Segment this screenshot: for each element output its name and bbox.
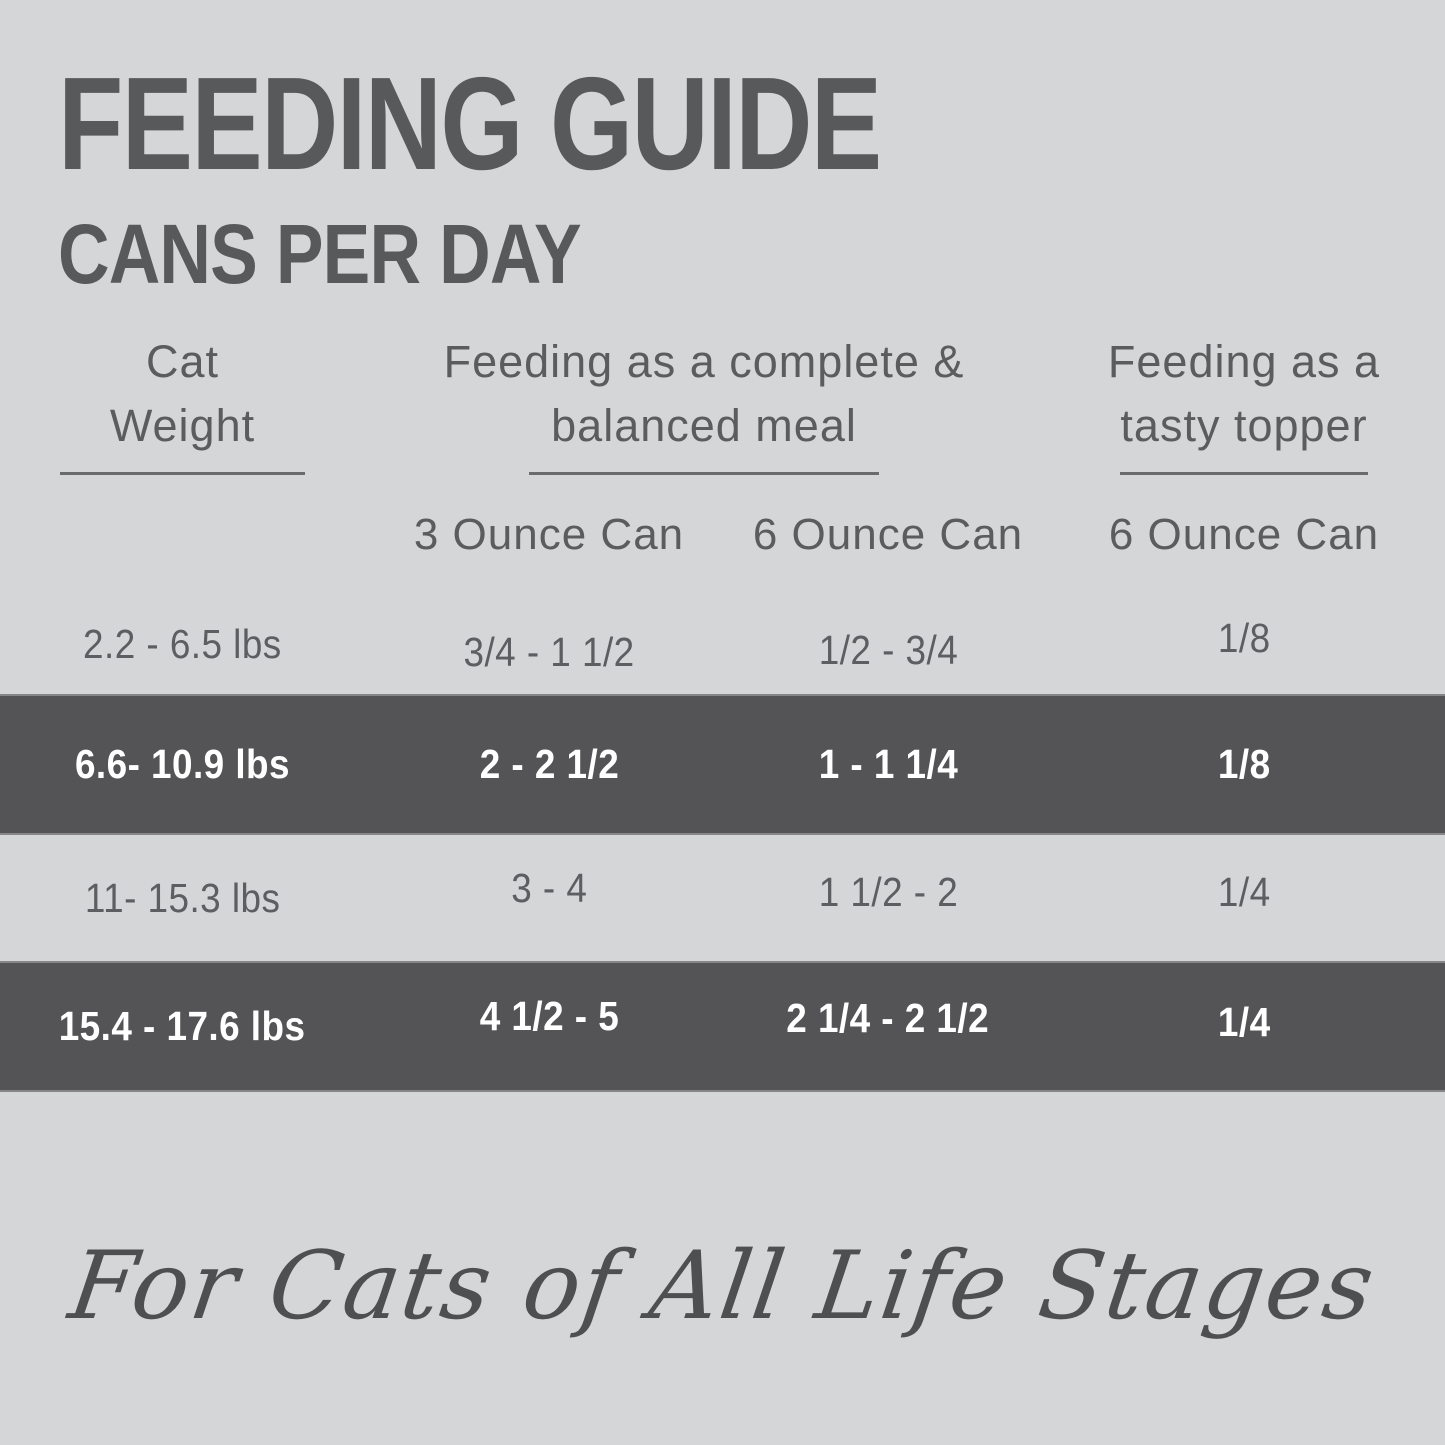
cell-6oz-can: 1 1/2 - 2 (733, 827, 1043, 957)
header-underline (60, 472, 305, 475)
cell-value: 2.2 - 6.5 lbs (83, 620, 282, 667)
cell-value: 2 - 2 1/2 (479, 741, 619, 787)
header-underline (1120, 472, 1368, 475)
header-line: tasty topper (1120, 400, 1368, 451)
table-row-highlighted: 6.6- 10.9 lbs 2 - 2 1/2 1 - 1 1/4 1/8 (0, 696, 1445, 833)
table-header-row: Cat Weight Feeding as a complete & balan… (0, 330, 1445, 475)
header-line: Weight (109, 400, 256, 451)
cell-value: 11- 15.3 lbs (84, 874, 281, 921)
table-row-highlighted: 15.4 - 17.6 lbs 4 1/2 - 5 2 1/4 - 2 1/2 … (0, 963, 1445, 1090)
page-title: FEEDING GUIDE (58, 50, 882, 197)
header-line: Feeding as a (1107, 336, 1381, 387)
cell-6oz-can: 2 1/4 - 2 1/2 (733, 955, 1043, 1082)
table-row: 11- 15.3 lbs 3 - 4 1 1/2 - 2 1/4 (0, 833, 1445, 963)
cell-3oz-can: 4 1/2 - 5 (365, 953, 733, 1080)
cell-6oz-can: 1/2 - 3/4 (733, 600, 1043, 700)
subcolumn-spacer (0, 505, 365, 565)
cell-value: 1/8 (1217, 741, 1271, 787)
cell-value: 1/2 - 3/4 (818, 626, 958, 673)
cell-topper: 1/8 (1043, 696, 1445, 833)
cell-value: 2 1/4 - 2 1/2 (786, 995, 990, 1041)
cell-value: 4 1/2 - 5 (479, 993, 619, 1039)
column-header-complete-meal: Feeding as a complete & balanced meal (365, 330, 1043, 475)
cell-topper: 1/4 (1043, 959, 1445, 1086)
cell-6oz-can: 1 - 1 1/4 (733, 696, 1043, 833)
cell-topper: 1/4 (1043, 827, 1445, 957)
column-header-tasty-topper: Feeding as a tasty topper (1043, 330, 1445, 475)
cell-topper: 1/8 (1043, 588, 1445, 688)
header-line: Feeding as a complete & (443, 336, 965, 387)
cell-value: 1/8 (1217, 614, 1271, 661)
subcolumn-header-3oz-can: 3 Ounce Can (413, 510, 685, 559)
cell-3oz-can: 3 - 4 (365, 823, 733, 953)
cell-cat-weight: 2.2 - 6.5 lbs (0, 594, 365, 694)
cell-value: 1 - 1 1/4 (818, 741, 958, 787)
cell-cat-weight: 6.6- 10.9 lbs (0, 696, 365, 833)
cell-value: 1/4 (1217, 999, 1271, 1045)
header-underline (529, 472, 879, 475)
cell-value: 3/4 - 1 1/2 (463, 628, 635, 675)
header-line: Cat (145, 336, 220, 387)
cell-value: 15.4 - 17.6 lbs (59, 1003, 306, 1049)
cell-value: 3 - 4 (510, 864, 588, 911)
cell-3oz-can: 3/4 - 1 1/2 (365, 602, 733, 702)
cell-cat-weight: 11- 15.3 lbs (0, 833, 365, 963)
page-subtitle: CANS PER DAY (58, 207, 582, 301)
cell-cat-weight: 15.4 - 17.6 lbs (0, 963, 365, 1090)
header-line: balanced meal (551, 400, 857, 451)
table-row: 2.2 - 6.5 lbs 3/4 - 1 1/2 1/2 - 3/4 1/8 (0, 596, 1445, 696)
cell-value: 1 1/2 - 2 (818, 868, 958, 915)
tagline: For Cats of All Life Stages (63, 1232, 1382, 1341)
cell-3oz-can: 2 - 2 1/2 (365, 696, 733, 833)
subcolumn-header-topper-6oz-can: 6 Ounce Can (1108, 510, 1380, 559)
column-header-cat-weight: Cat Weight (0, 330, 365, 475)
table-subheader-row: 3 Ounce Can 6 Ounce Can 6 Ounce Can (0, 505, 1445, 565)
cell-value: 6.6- 10.9 lbs (74, 741, 291, 787)
cell-value: 1/4 (1217, 868, 1271, 915)
subcolumn-header-6oz-can: 6 Ounce Can (752, 510, 1024, 559)
